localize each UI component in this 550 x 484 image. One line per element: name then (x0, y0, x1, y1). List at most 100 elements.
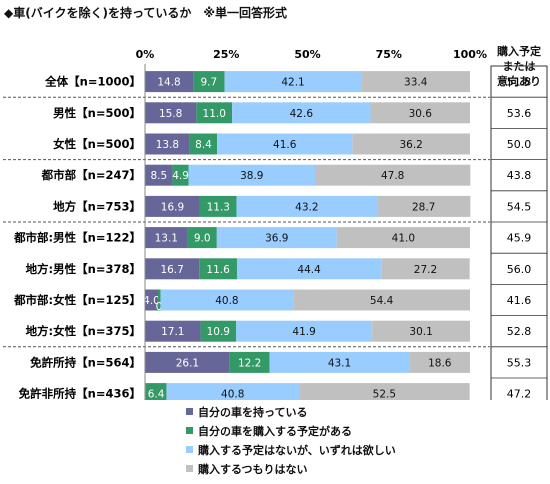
data-label-no: 33.4 (404, 77, 428, 89)
bar-segment-want (232, 102, 371, 124)
legend-swatch-want (186, 446, 193, 453)
bar-segment-no (372, 320, 470, 342)
bar-segment-own (145, 195, 200, 217)
legend-swatch-own (186, 408, 193, 415)
data-label-no: 27.2 (414, 264, 437, 276)
legend-item-no: 購入するつもりはない (186, 459, 396, 478)
legend-item-plan: 自分の車を購入する予定がある (186, 421, 396, 440)
data-label-plan: 11.6 (206, 264, 230, 276)
bar-segment-no (336, 227, 470, 249)
data-label-want: 43.1 (328, 357, 351, 369)
x-tick-label: 100% (453, 48, 487, 61)
data-label-own: 16.7 (160, 264, 183, 276)
purchase-intent-value: 55.3 (507, 356, 532, 369)
data-label-own: 15.8 (159, 108, 182, 120)
bar-segment-own (145, 71, 194, 93)
data-label-own: 4.0 (143, 295, 160, 307)
purchase-intent-value: 45.9 (507, 232, 532, 245)
legend-item-own: 自分の車を持っている (186, 402, 396, 421)
x-tick-label: 75% (376, 48, 402, 61)
bar-segment-plan (229, 351, 270, 373)
purchase-intent-box (490, 65, 548, 400)
category-label: 男性【n=500】 (53, 106, 141, 120)
category-label: 女性【n=500】 (53, 137, 141, 151)
bar-segment-no (293, 289, 470, 311)
data-label-no: 52.5 (373, 389, 396, 400)
bar-segment-no (314, 164, 471, 186)
category-label: 地方【n=753】 (53, 199, 141, 213)
data-label-no: 36.2 (399, 139, 422, 151)
bar-segment-plan (196, 102, 233, 124)
data-label-want: 41.9 (292, 326, 315, 338)
purchase-intent-value: 41.6 (507, 294, 532, 307)
legend-label-plan: 自分の車を購入する予定がある (198, 424, 352, 438)
data-label-want: 40.8 (221, 389, 244, 400)
legend-label-no: 購入するつもりはない (198, 462, 308, 476)
x-tick-label: 50% (294, 48, 320, 61)
purchase-intent-value: 47.2 (507, 388, 532, 400)
bar-segment-own (145, 320, 201, 342)
data-label-plan: 11.0 (203, 108, 226, 120)
data-label-own: 13.1 (155, 233, 178, 245)
data-label-plan: 9.7 (201, 77, 218, 89)
data-label-want: 36.9 (265, 233, 288, 245)
x-tick-label: 0% (136, 48, 155, 61)
bar-segment-want (216, 227, 337, 249)
purchase-intent-value: 52.8 (507, 325, 532, 338)
data-label-own: 13.8 (156, 139, 179, 151)
data-label-no: 47.8 (381, 170, 404, 182)
bar-segment-own (145, 351, 230, 373)
data-label-no: 54.4 (370, 295, 394, 307)
legend-swatch-no (186, 465, 193, 472)
legend-label-want: 購入する予定はないが、いずれは欲しい (198, 443, 396, 457)
category-label: 免許非所持【n=436】 (19, 387, 141, 400)
x-tick-label: 25% (213, 48, 239, 61)
category-label: 都市部:男性【n=122】 (13, 231, 141, 245)
data-label-want: 42.1 (281, 77, 304, 89)
data-label-plan: 4.9 (172, 170, 189, 182)
purchase-intent-value: 50.0 (507, 138, 532, 151)
bar-segment-plan (200, 320, 236, 342)
bar-segment-plan (193, 71, 225, 93)
category-label: 地方:男性【n=378】 (26, 262, 141, 276)
bar-segment-no (409, 351, 470, 373)
category-label: 都市部【n=247】 (41, 168, 141, 182)
purchase-intent-value: 54.5 (507, 200, 532, 213)
bar-segment-own (145, 133, 190, 155)
purchase-intent-header-line-3: 意向あり (497, 75, 541, 88)
data-label-no: 18.6 (428, 357, 452, 369)
bar-segment-no (377, 195, 471, 217)
bar-segment-plan (145, 383, 167, 400)
bar-segment-plan (199, 195, 237, 217)
purchase-intent-value: 56.0 (507, 263, 532, 276)
data-label-plan: 8.4 (195, 139, 212, 151)
data-label-want: 41.6 (273, 139, 297, 151)
category-label: 免許所持【n=564】 (30, 355, 141, 369)
data-label-plan: 9.0 (194, 233, 211, 245)
bar-segment-plan (158, 289, 161, 311)
data-label-plan: 11.3 (207, 201, 230, 213)
data-label-want: 43.2 (295, 201, 318, 213)
data-label-no: 30.1 (409, 326, 432, 338)
bar-segment-plan (172, 164, 189, 186)
category-label: 地方:女性【n=375】 (26, 324, 141, 338)
data-label-no: 41.0 (392, 233, 415, 245)
bar-segment-own (145, 102, 197, 124)
bar-segment-want (269, 351, 410, 373)
bar-segment-want (160, 289, 294, 311)
data-label-own: 16.9 (161, 201, 184, 213)
data-label-plan: 6.4 (148, 389, 165, 400)
bar-segment-plan (189, 133, 218, 155)
bar-segment-plan (187, 227, 217, 249)
bar-segment-want (188, 164, 315, 186)
data-label-plan: 10.9 (207, 326, 230, 338)
chart-title: ◆車(バイクを除く)を持っているか ※単一回答形式 (4, 6, 288, 20)
bar-segment-own (145, 227, 188, 249)
purchase-intent-value: 51.8 (507, 76, 532, 89)
bar-segment-no (352, 133, 470, 155)
bar-segment-no (381, 258, 470, 280)
legend-swatch-plan (186, 427, 193, 434)
chart-legend: 自分の車を持っている 自分の車を購入する予定がある 購入する予定はないが、いずれ… (186, 402, 396, 478)
data-label-no: 28.7 (412, 201, 435, 213)
data-label-no: 30.6 (409, 108, 433, 120)
